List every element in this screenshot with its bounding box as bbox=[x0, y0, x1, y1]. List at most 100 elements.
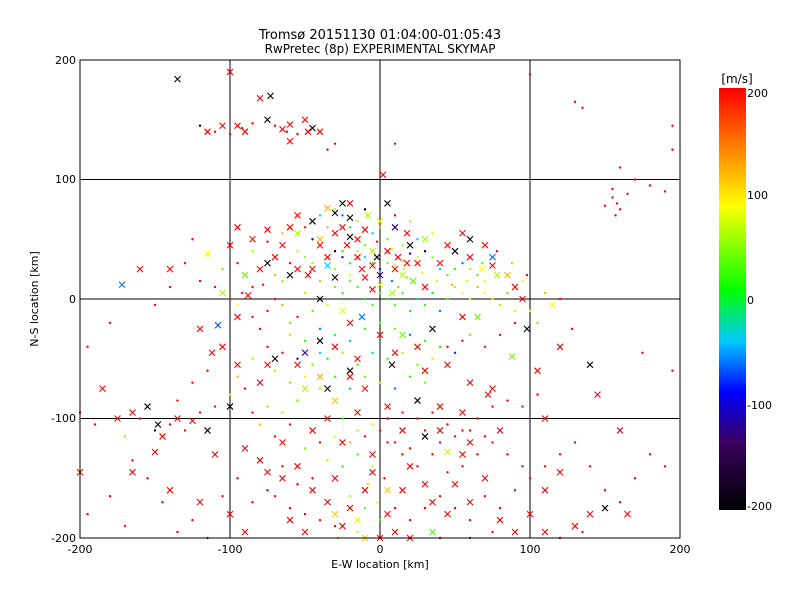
data-point-cross bbox=[459, 450, 466, 458]
data-point-cross bbox=[549, 301, 556, 309]
data-point-dot bbox=[371, 465, 374, 468]
colorbar-tick-label: 0 bbox=[747, 294, 754, 307]
data-point-cross bbox=[541, 486, 549, 494]
data-point-dot bbox=[401, 453, 404, 456]
data-point-dot bbox=[393, 506, 397, 510]
data-point-cross bbox=[399, 486, 406, 494]
data-point-dot bbox=[446, 273, 449, 277]
data-point-dot bbox=[431, 453, 434, 456]
data-point-cross bbox=[286, 121, 294, 128]
data-point-cross bbox=[204, 427, 211, 434]
data-point-dot bbox=[251, 357, 254, 360]
data-point-cross bbox=[384, 510, 391, 518]
data-point-cross bbox=[391, 349, 399, 357]
data-point-cross bbox=[339, 439, 346, 446]
data-point-cross bbox=[339, 522, 346, 530]
data-point-cross bbox=[256, 456, 264, 464]
data-point-dot bbox=[341, 291, 344, 295]
data-point-cross bbox=[489, 262, 496, 269]
data-point-cross bbox=[346, 233, 354, 241]
data-point-dot bbox=[498, 506, 502, 510]
data-point-dot bbox=[671, 369, 674, 372]
data-point-cross bbox=[624, 510, 631, 518]
data-point-cross bbox=[429, 325, 436, 333]
data-point-cross bbox=[354, 355, 361, 363]
data-point-dot bbox=[363, 255, 367, 259]
data-point-cross bbox=[399, 271, 406, 279]
data-point-cross bbox=[484, 391, 492, 398]
data-point-dot bbox=[198, 279, 202, 283]
data-point-dot bbox=[633, 477, 637, 480]
data-point-cross bbox=[339, 223, 346, 231]
data-point-dot bbox=[476, 417, 479, 420]
data-point-dot bbox=[318, 327, 322, 331]
data-point-dot bbox=[461, 339, 464, 343]
data-point-cross bbox=[354, 235, 361, 243]
data-point-cross bbox=[279, 474, 286, 482]
data-point-dot bbox=[476, 273, 479, 277]
data-point-cross bbox=[384, 486, 391, 494]
data-point-cross bbox=[256, 379, 264, 387]
data-point-dot bbox=[521, 279, 524, 283]
data-point-cross bbox=[244, 292, 252, 299]
data-point-cross bbox=[508, 352, 516, 360]
data-point-dot bbox=[348, 387, 352, 390]
data-point-dot bbox=[348, 494, 352, 498]
data-point-cross bbox=[264, 259, 271, 267]
chart-title: Tromsø 20151130 01:04:00-01:05:43 bbox=[258, 28, 501, 43]
data-point-dot bbox=[543, 291, 547, 295]
data-point-cross bbox=[451, 247, 459, 255]
data-point-dot bbox=[198, 124, 202, 127]
data-point-dot bbox=[296, 315, 299, 319]
data-point-dot bbox=[153, 429, 157, 432]
data-point-dot bbox=[348, 273, 352, 277]
data-point-dot bbox=[393, 214, 397, 217]
data-point-cross bbox=[249, 235, 256, 243]
data-point-cross bbox=[294, 462, 301, 470]
data-point-cross bbox=[196, 498, 204, 506]
data-point-dot bbox=[378, 518, 382, 522]
data-point-cross bbox=[364, 211, 372, 219]
data-point-cross bbox=[294, 211, 301, 219]
data-point-dot bbox=[303, 226, 307, 229]
data-point-dot bbox=[408, 220, 412, 223]
data-point-dot bbox=[191, 238, 194, 241]
data-point-dot bbox=[311, 363, 314, 366]
data-point-dot bbox=[483, 279, 487, 283]
data-point-dot bbox=[281, 465, 284, 468]
data-point-dot bbox=[281, 303, 284, 307]
data-point-dot bbox=[168, 423, 172, 426]
data-point-cross bbox=[391, 528, 399, 536]
data-point-dot bbox=[86, 345, 89, 348]
data-point-dot bbox=[318, 279, 322, 283]
data-point-dot bbox=[423, 303, 427, 307]
data-point-cross bbox=[376, 217, 384, 225]
data-point-dot bbox=[273, 435, 277, 438]
data-point-cross bbox=[189, 417, 196, 425]
data-point-dot bbox=[416, 465, 419, 468]
data-point-cross bbox=[493, 271, 501, 279]
data-point-dot bbox=[213, 130, 217, 133]
data-point-dot bbox=[386, 297, 389, 301]
data-point-cross bbox=[241, 444, 249, 452]
data-point-cross bbox=[267, 92, 274, 100]
data-point-cross bbox=[369, 468, 376, 476]
data-point-dot bbox=[303, 447, 307, 450]
data-point-dot bbox=[408, 333, 412, 337]
data-point-dot bbox=[93, 423, 97, 426]
data-point-dot bbox=[611, 196, 614, 199]
data-point-dot bbox=[416, 297, 419, 301]
data-point-dot bbox=[363, 375, 367, 378]
data-point-cross bbox=[354, 409, 361, 416]
data-point-cross bbox=[294, 229, 301, 237]
data-point-dot bbox=[453, 285, 457, 289]
data-point-dot bbox=[258, 423, 262, 426]
chart-subtitle: RwPretec (8p) EXPERIMENTAL SKYMAP bbox=[265, 42, 496, 56]
data-point-dot bbox=[183, 261, 187, 265]
data-point-dot bbox=[198, 411, 202, 414]
data-point-cross bbox=[309, 217, 316, 225]
data-point-dot bbox=[416, 417, 419, 420]
data-point-dot bbox=[371, 303, 374, 307]
data-point-dot bbox=[266, 345, 269, 348]
